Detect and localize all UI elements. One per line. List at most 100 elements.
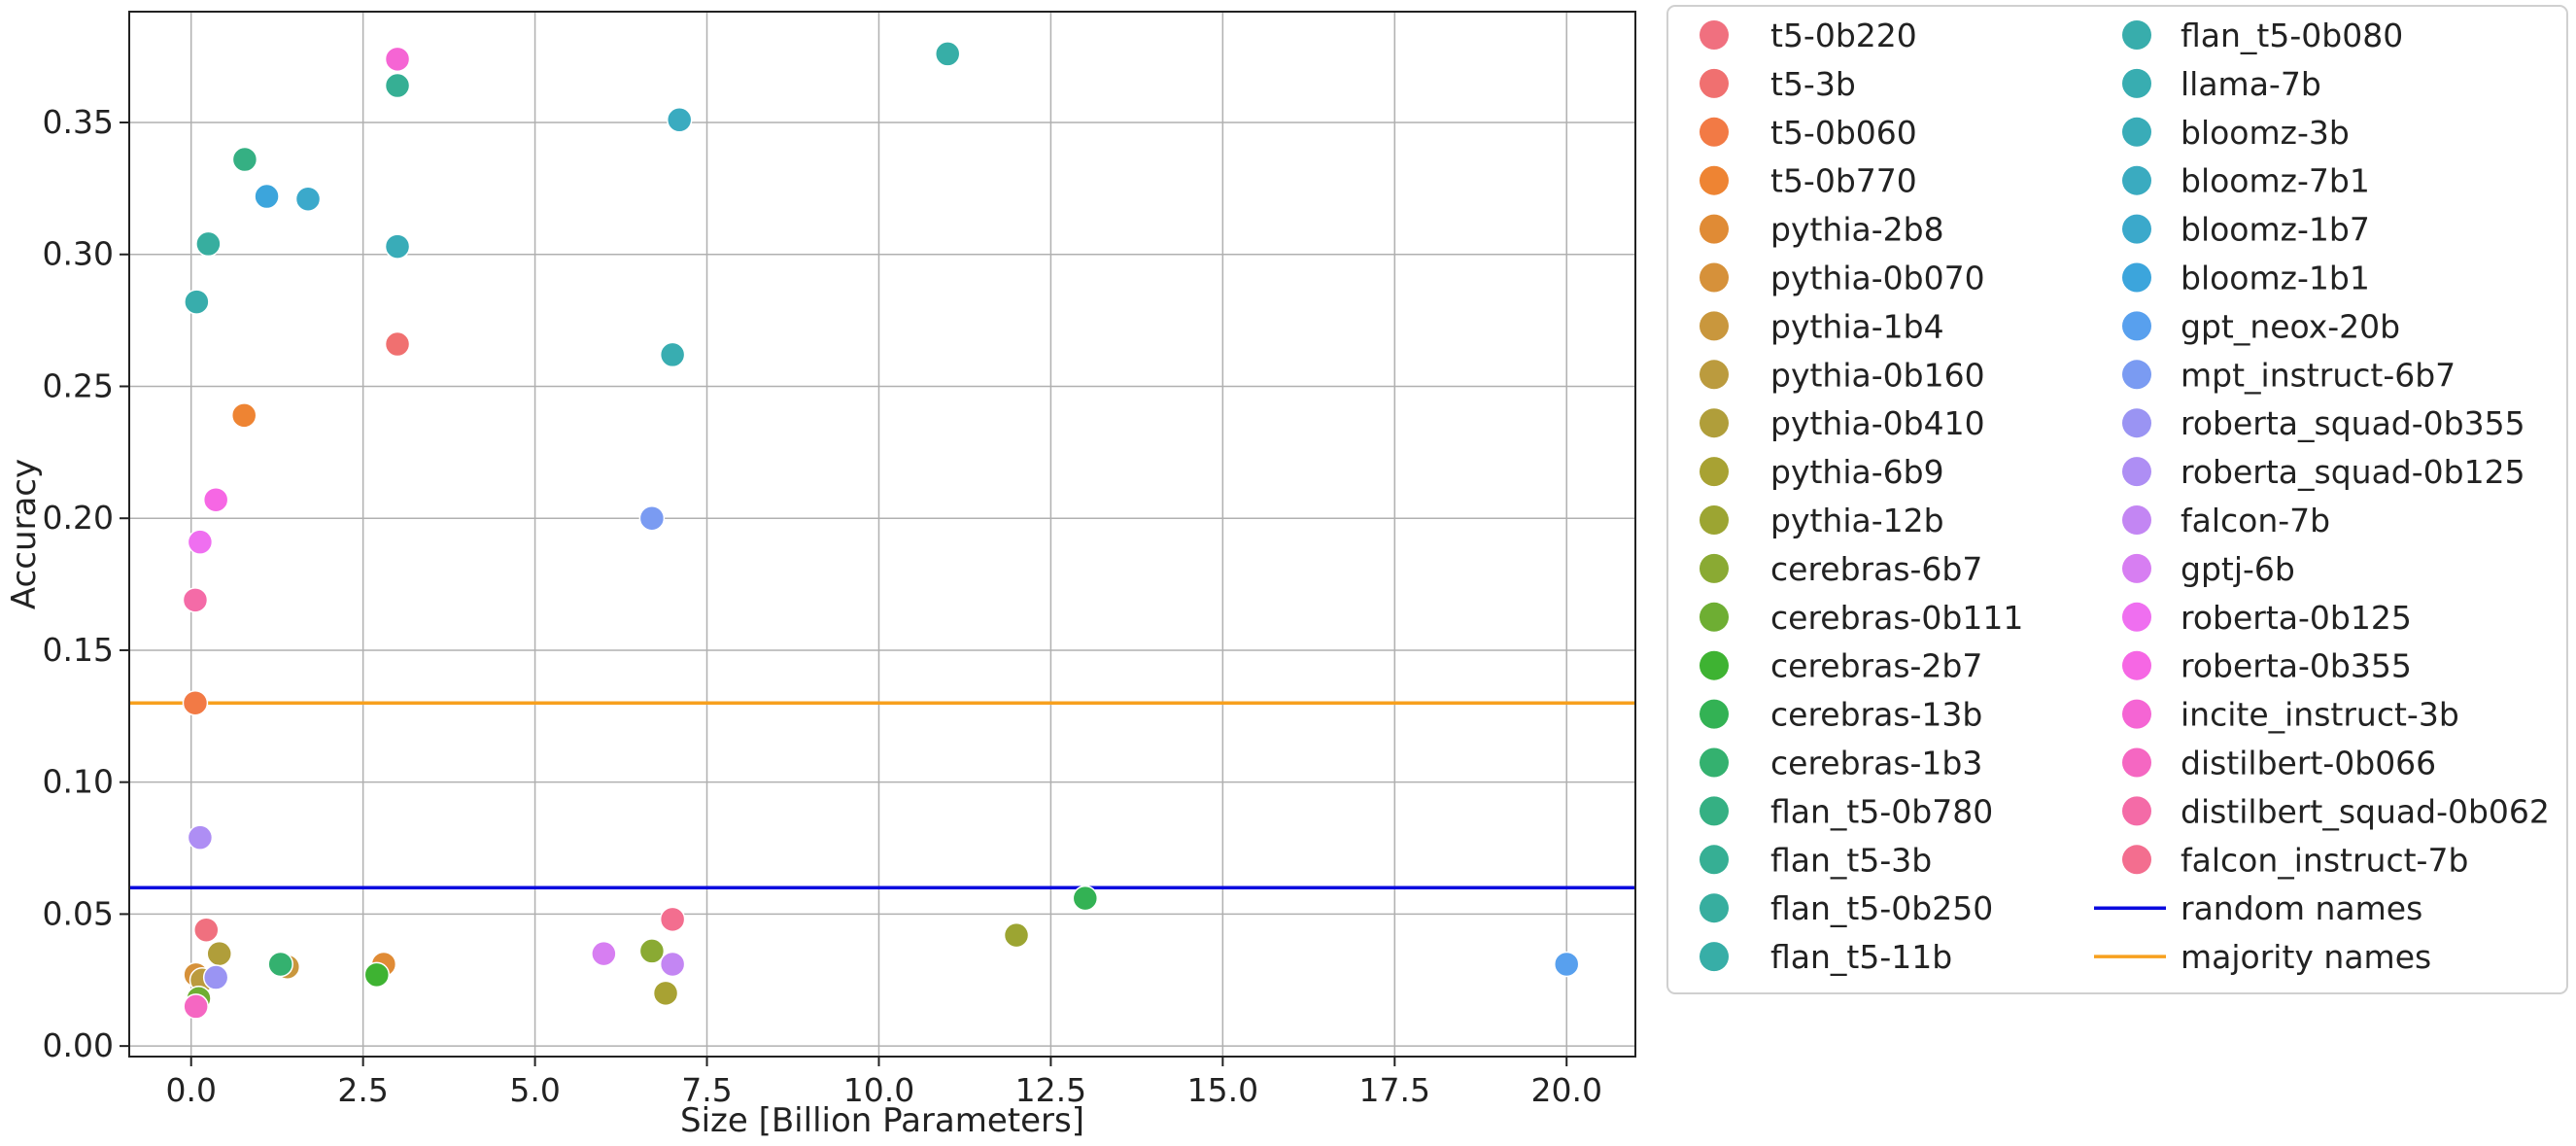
data-point [384, 233, 411, 260]
legend-marker [1700, 360, 1729, 390]
data-point [1553, 951, 1580, 978]
data-point [202, 964, 229, 990]
data-point [591, 940, 617, 967]
legend-marker [2122, 214, 2151, 244]
legend-label: t5-0b060 [1770, 114, 1917, 152]
legend-label: flan_t5-3b [1770, 841, 1932, 879]
data-point [934, 41, 961, 67]
legend-frame [1666, 5, 2568, 994]
legend-label: bloomz-7b1 [2181, 162, 2370, 200]
data-point [184, 289, 210, 315]
data-point [666, 107, 693, 133]
data-point [1003, 921, 1030, 949]
data-point [195, 230, 222, 258]
plot-frame [128, 11, 1636, 1058]
legend-label: mpt_instruct-6b7 [2181, 356, 2456, 394]
legend-label: falcon_instruct-7b [2181, 841, 2468, 879]
legend-label: random names [2181, 889, 2422, 927]
data-point [384, 330, 411, 358]
legend-label: pythia-6b9 [1770, 453, 1944, 491]
legend-marker [2122, 408, 2151, 438]
legend-marker [2122, 505, 2151, 535]
x-tick-label: 0.0 [165, 1071, 216, 1109]
legend-marker [2122, 553, 2151, 583]
legend-marker [1700, 893, 1729, 923]
legend-marker [2122, 747, 2151, 778]
legend-label: distilbert_squad-0b062 [2181, 792, 2550, 830]
x-tick-label: 2.5 [337, 1071, 388, 1109]
legend-marker [1700, 262, 1729, 293]
legend-marker [1700, 311, 1729, 341]
legend-marker [2122, 165, 2151, 195]
data-point [182, 587, 209, 613]
data-point [1072, 885, 1099, 912]
x-tick-label: 15.0 [1187, 1071, 1258, 1109]
legend-label: flan_t5-0b250 [1770, 889, 1993, 927]
legend-marker [2122, 457, 2151, 487]
x-axis-label: Size [Billion Parameters] [680, 1101, 1084, 1140]
x-tick-label: 20.0 [1530, 1071, 1601, 1109]
data-point [231, 146, 258, 173]
legend-marker [1700, 505, 1729, 535]
legend-marker [2122, 117, 2151, 147]
legend-label: llama-7b [2181, 65, 2321, 103]
legend-label: cerebras-13b [1770, 696, 1982, 734]
legend-label: pythia-1b4 [1770, 307, 1944, 345]
y-tick-label: 0.00 [43, 1026, 114, 1064]
legend-label: pythia-0b410 [1770, 404, 1985, 442]
y-tick-label: 0.30 [43, 235, 114, 273]
legend-label: majority names [2181, 938, 2431, 976]
data-point [254, 183, 280, 210]
legend-marker [1700, 117, 1729, 147]
x-tick-label: 17.5 [1359, 1071, 1430, 1109]
data-point [187, 824, 214, 851]
legend-marker [2122, 796, 2151, 826]
grid-lines [129, 12, 1635, 1057]
legend-label: t5-0b770 [1770, 162, 1917, 200]
data-point [193, 917, 220, 943]
data-point [638, 504, 666, 532]
legend-label: cerebras-0b111 [1770, 599, 2023, 637]
reference-lines [129, 701, 1635, 890]
legend-label: gptj-6b [2181, 550, 2295, 588]
data-point [230, 402, 258, 429]
y-tick-label: 0.20 [43, 499, 114, 537]
y-tick-label: 0.25 [43, 366, 114, 404]
legend-label: gpt_neox-20b [2181, 307, 2400, 345]
legend-marker [1700, 457, 1729, 487]
x-tick-label: 7.5 [681, 1071, 732, 1109]
data-point [659, 906, 686, 933]
legend-label: roberta_squad-0b355 [2181, 404, 2525, 442]
legend-label: bloomz-3b [2181, 114, 2350, 152]
data-point [659, 951, 686, 978]
x-tick-label: 5.0 [509, 1071, 560, 1109]
legend-label: pythia-0b160 [1770, 356, 1985, 394]
legend-label: pythia-12b [1770, 502, 1944, 539]
legend-label: flan_t5-0b080 [2181, 17, 2403, 54]
legend-label: incite_instruct-3b [2181, 696, 2459, 734]
legend-marker [1700, 553, 1729, 583]
x-axis-ticks: 0.0 2.5 5.0 7.5 10.0 12.5 15.0 17.5 20.0 [165, 1057, 1602, 1109]
data-point [659, 341, 686, 368]
y-tick-label: 0.35 [43, 103, 114, 141]
legend-label: bloomz-1b7 [2181, 211, 2370, 249]
y-tick-label: 0.10 [43, 763, 114, 801]
legend: t5-0b220 t5-3b t5-0b060 t5-0b770 pythia-2b8 p… [1666, 5, 2568, 994]
y-tick-label: 0.05 [43, 894, 114, 932]
legend-marker [1700, 942, 1729, 972]
data-point [294, 186, 322, 212]
legend-marker [1700, 408, 1729, 438]
legend-label: t5-3b [1770, 65, 1856, 103]
legend-marker [2122, 68, 2151, 98]
legend-label: flan_t5-11b [1770, 938, 1952, 976]
y-axis-label: Accuracy [5, 459, 44, 609]
data-point [363, 961, 391, 989]
legend-label: cerebras-6b7 [1770, 550, 1982, 588]
data-point [183, 993, 209, 1020]
legend-marker [1700, 68, 1729, 98]
data-point [652, 980, 679, 1007]
legend-marker [2122, 311, 2151, 341]
legend-marker [2122, 20, 2151, 50]
x-tick-label: 10.0 [843, 1071, 914, 1109]
